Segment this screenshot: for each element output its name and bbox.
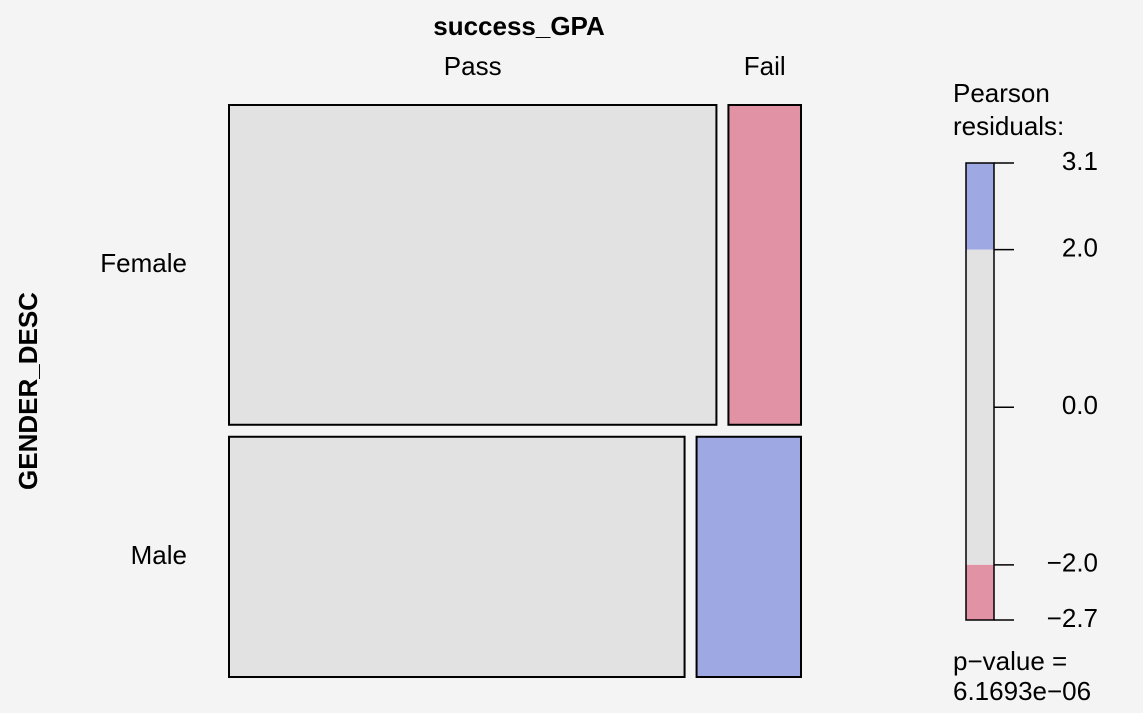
column-label: Fail: [744, 51, 786, 81]
legend-band: [966, 249, 994, 565]
tick-label: −2.7: [1047, 603, 1098, 633]
legend-band: [966, 564, 994, 620]
tick-label: 3.1: [1062, 146, 1098, 176]
legend-band: [966, 163, 994, 250]
tick-label: 2.0: [1062, 233, 1098, 263]
mosaic-cell: [228, 435, 686, 679]
p-value-label: p−value =: [953, 646, 1067, 676]
row-label: Female: [100, 248, 187, 278]
row-label: Male: [131, 540, 187, 570]
y-axis-title: GENDER_DESC: [13, 292, 43, 490]
mosaic-cell: [228, 104, 718, 426]
legend-frame: [965, 162, 995, 621]
tick-label: 0.0: [1062, 390, 1098, 420]
legend-title: Pearson: [953, 78, 1050, 108]
p-value: 6.1693e−06: [953, 676, 1091, 706]
legend-title: residuals:: [953, 111, 1064, 141]
chart-title: success_GPA: [433, 11, 605, 41]
column-label: Pass: [444, 51, 502, 81]
mosaic-cell: [695, 435, 803, 679]
mosaic-cell: [727, 104, 803, 426]
tick-label: −2.0: [1047, 548, 1098, 578]
